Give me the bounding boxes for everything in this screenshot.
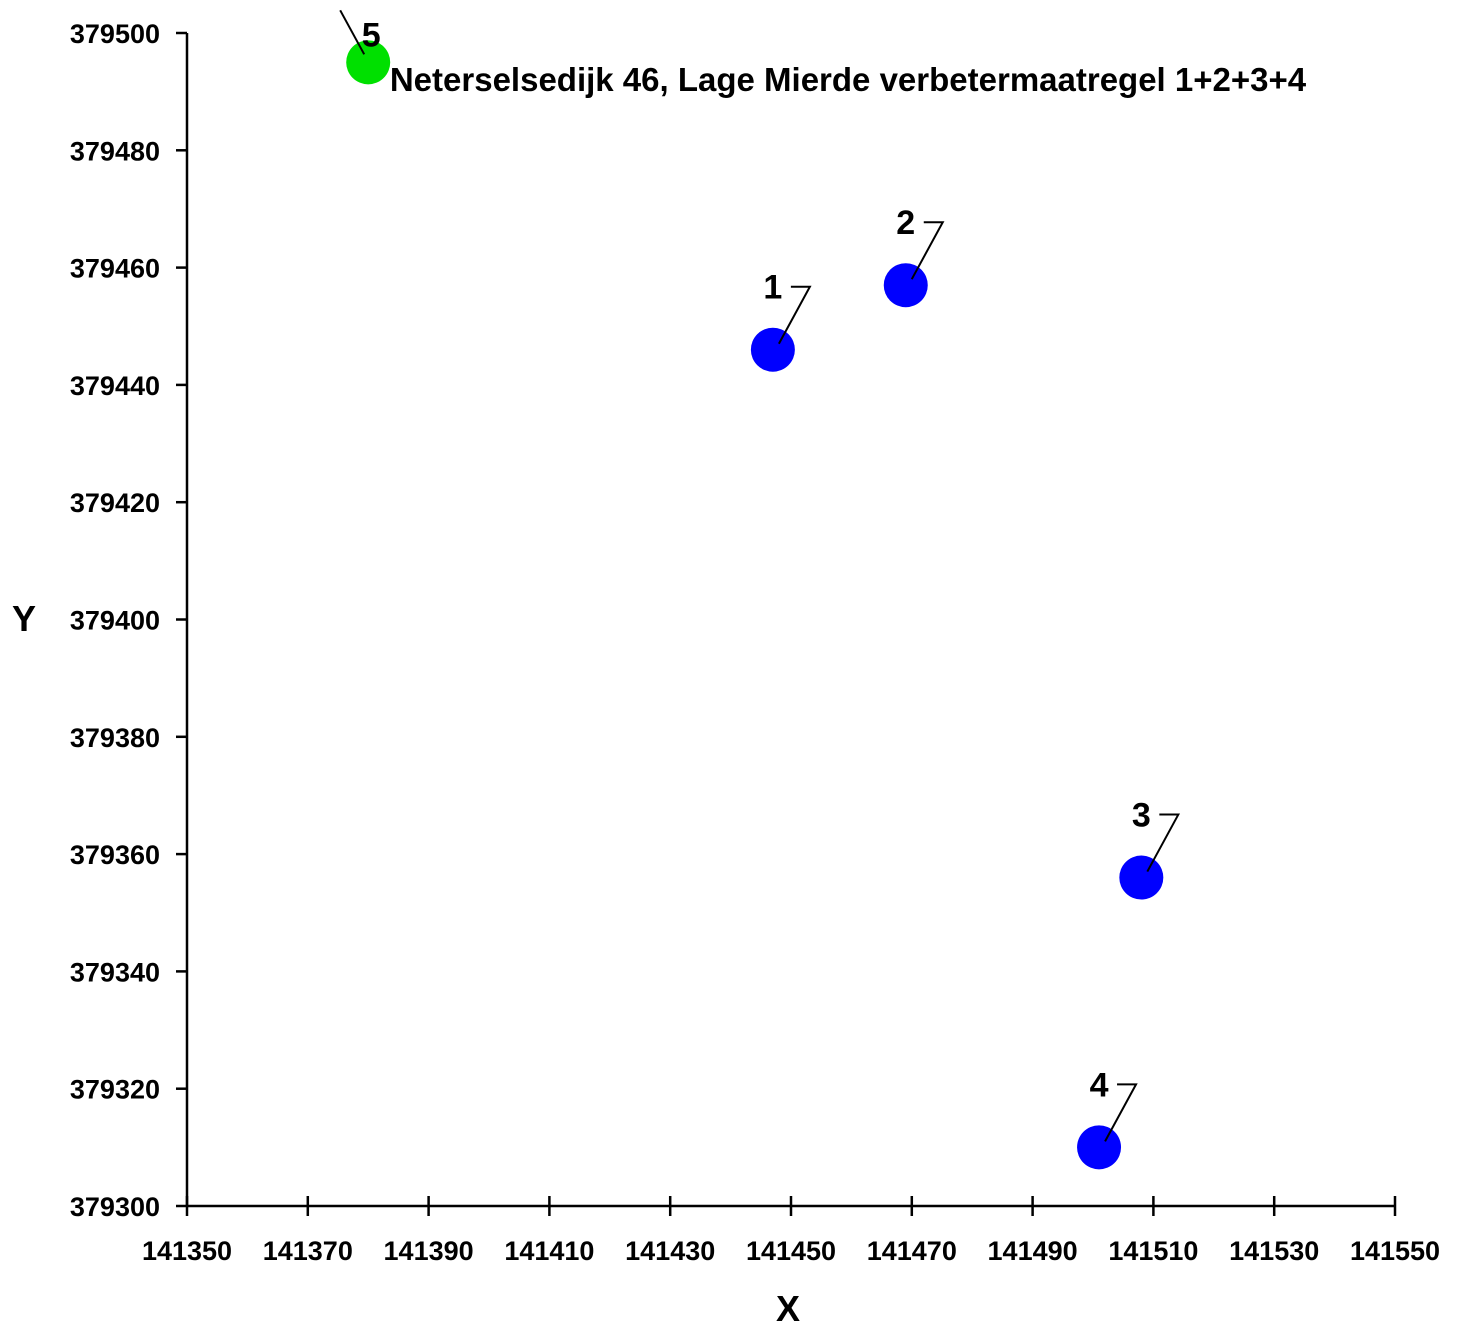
y-tick-label: 379440 [70,371,160,401]
data-point-2 [883,263,928,308]
x-tick-label: 141470 [867,1236,957,1266]
leader-line [1104,1083,1138,1142]
x-tick-label: 141490 [988,1236,1078,1266]
y-tick-label: 379300 [70,1192,160,1222]
x-tick-label: 141410 [504,1236,594,1266]
y-tick-label: 379360 [70,840,160,870]
x-tick-label: 141370 [263,1236,353,1266]
y-tick-label: 379400 [70,606,160,636]
point-label-1: 1 [763,269,782,307]
point-label-3: 3 [1132,797,1151,835]
x-tick-label: 141430 [625,1236,715,1266]
y-axis-title: Y [12,598,36,639]
x-tick-label: 141530 [1229,1236,1319,1266]
data-point-4 [1077,1125,1122,1170]
point-label-5: 5 [362,16,381,54]
data-point-1 [750,327,795,372]
point-labels: 1 2 3 4 5 [339,9,1181,1142]
x-tick-label: 141350 [142,1236,232,1266]
y-tick-label: 379340 [70,957,160,987]
point-label-2: 2 [896,204,915,242]
x-tick-label: 141510 [1108,1236,1198,1266]
x-tick-label: 141550 [1350,1236,1440,1266]
x-axis-title: X [776,1288,800,1328]
point-label-4: 4 [1090,1066,1109,1104]
x-axis-ticks: 141350 141370 141390 141410 141430 141450 1414… [142,1196,1440,1266]
leader-line [339,9,366,55]
y-tick-label: 379420 [70,488,160,518]
y-tick-label: 379320 [70,1075,160,1105]
y-tick-label: 379480 [70,136,160,166]
x-tick-label: 141450 [746,1236,836,1266]
leader-line [1146,813,1181,873]
data-point-3 [1119,855,1164,900]
y-tick-label: 379460 [70,254,160,284]
chart-title: Neterselsedijk 46, Lage Mierde verbeterm… [390,61,1307,98]
data-points [346,40,1164,1170]
leader-line [910,221,945,280]
y-tick-label: 379380 [70,723,160,753]
leader-line [778,285,812,345]
y-tick-label: 379500 [70,19,160,49]
y-axis-ticks: 379500 379480 379460 379440 379420 379400 3793… [70,19,187,1222]
data-point-5 [346,40,391,85]
x-tick-label: 141390 [384,1236,474,1266]
